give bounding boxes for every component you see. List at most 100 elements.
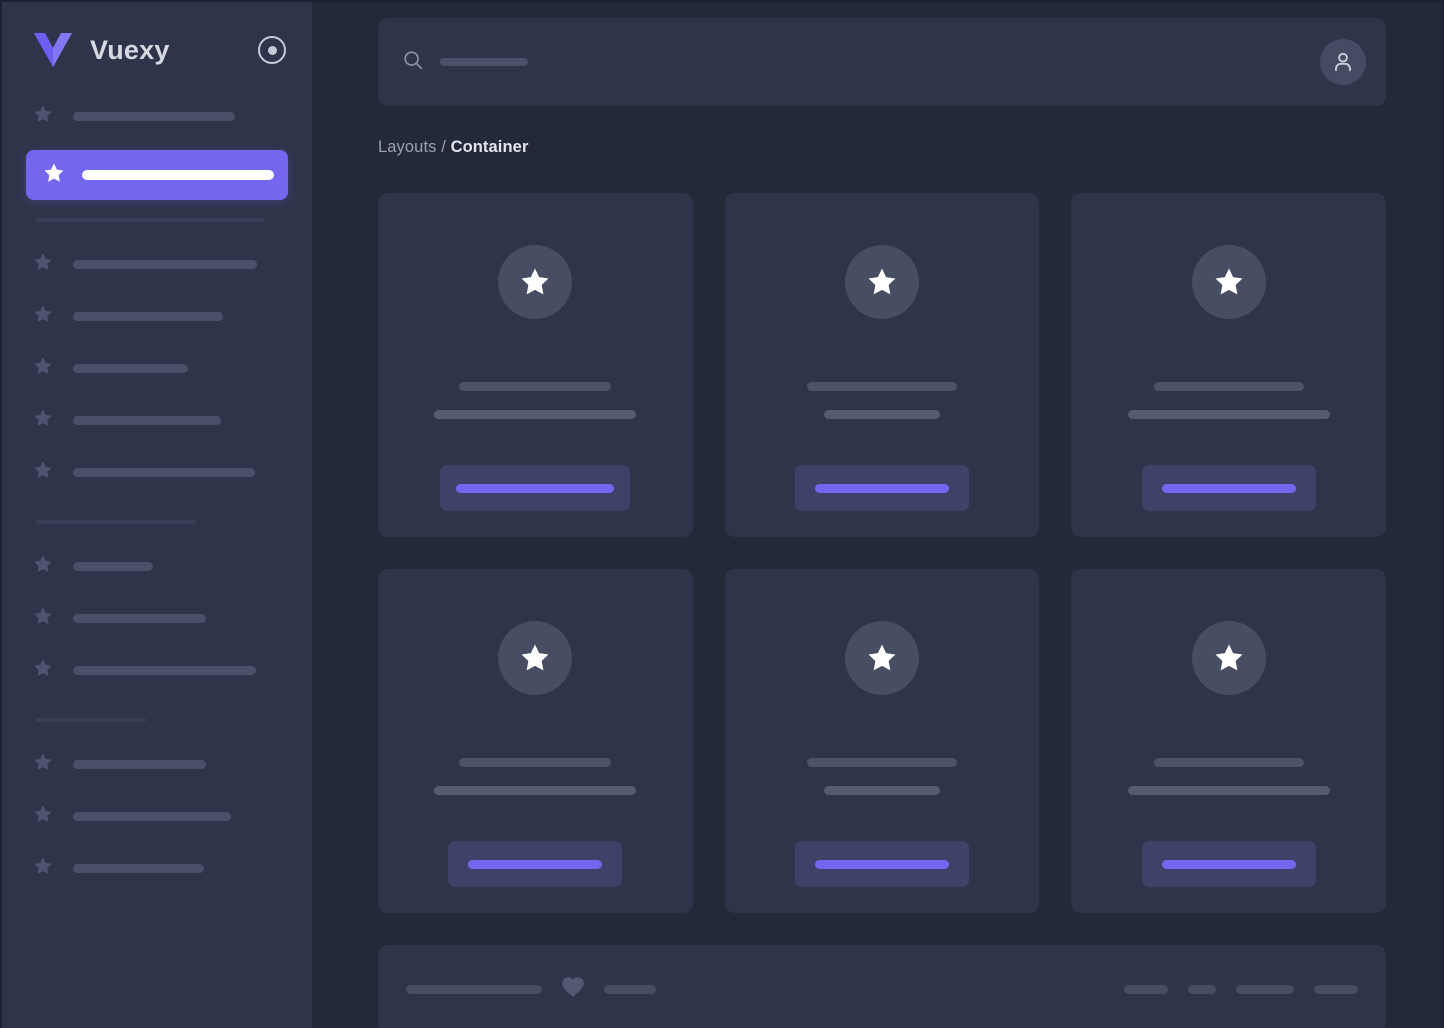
card-subtitle-skeleton: [823, 410, 940, 419]
card-4[interactable]: [378, 569, 693, 913]
card-button-label-skeleton: [468, 859, 603, 869]
sidebar-item-12[interactable]: [24, 850, 290, 886]
heart-icon[interactable]: [560, 974, 586, 1005]
card-action-button[interactable]: [448, 841, 623, 887]
card-3[interactable]: [1071, 193, 1386, 537]
star-icon: [42, 161, 66, 190]
sidebar-item-label-skeleton: [73, 759, 206, 769]
topbar: [378, 18, 1386, 106]
sidebar-item-1[interactable]: [24, 98, 290, 134]
sidebar-item-label-skeleton: [73, 111, 235, 121]
card-grid: [378, 193, 1386, 913]
star-icon: [844, 621, 919, 695]
card-6[interactable]: [1071, 569, 1386, 913]
footer-link-skeleton-4[interactable]: [1314, 984, 1358, 994]
card-subtitle-skeleton: [434, 786, 637, 795]
star-icon: [1191, 621, 1266, 695]
sidebar-item-label-skeleton: [73, 259, 257, 269]
sidebar-group-3: [24, 520, 290, 688]
search-placeholder-skeleton: [440, 58, 528, 66]
avatar[interactable]: [1320, 39, 1366, 85]
brand-header: Vuexy: [2, 2, 312, 98]
search-icon: [402, 49, 424, 76]
sidebar-item-8[interactable]: [24, 600, 290, 636]
card-title-skeleton: [459, 758, 612, 767]
star-icon: [32, 355, 54, 382]
breadcrumb-separator: /: [441, 138, 446, 156]
sidebar-item-3[interactable]: [24, 298, 290, 334]
main-content: Layouts / Container: [312, 2, 1442, 1028]
sidebar-item-label-skeleton: [73, 863, 204, 873]
footer-link-skeleton-1[interactable]: [1124, 984, 1168, 994]
sidebar-item-7[interactable]: [24, 548, 290, 584]
card-action-button[interactable]: [1141, 465, 1316, 511]
sidebar-item-5[interactable]: [24, 402, 290, 438]
sidebar-item-6[interactable]: [24, 454, 290, 490]
card-button-label-skeleton: [1161, 483, 1296, 493]
sidebar-section-divider: [36, 718, 146, 722]
sidebar-item-label-skeleton: [73, 811, 231, 821]
circle-dot-icon[interactable]: [258, 36, 286, 64]
sidebar-item-9[interactable]: [24, 652, 290, 688]
breadcrumb: Layouts / Container: [378, 138, 1386, 157]
star-icon: [32, 251, 54, 278]
star-icon: [32, 803, 54, 830]
card-2[interactable]: [724, 193, 1040, 537]
sidebar-group-4: [24, 718, 290, 886]
sidebar-nav: [2, 98, 312, 886]
card-action-button[interactable]: [440, 465, 631, 511]
star-icon: [32, 751, 54, 778]
sidebar-item-10[interactable]: [24, 746, 290, 782]
footer-left-group: [406, 974, 1124, 1005]
sidebar-item-container-active[interactable]: [26, 150, 288, 200]
card-subtitle-skeleton: [1127, 786, 1330, 795]
card-subtitle-skeleton: [1127, 410, 1330, 419]
footer-link-skeleton-2[interactable]: [1188, 984, 1216, 994]
card-5[interactable]: [724, 569, 1040, 913]
card-title-skeleton: [1153, 758, 1304, 767]
card-button-label-skeleton: [456, 483, 615, 493]
footer-right-group: [1124, 984, 1358, 994]
sidebar-group-1: [24, 98, 290, 200]
star-icon: [1191, 245, 1266, 319]
card-button-label-skeleton: [1161, 859, 1296, 869]
star-icon: [32, 657, 54, 684]
star-icon: [32, 459, 54, 486]
card-subtitle-skeleton: [823, 786, 940, 795]
brand-name: Vuexy: [90, 34, 170, 65]
card-1[interactable]: [378, 193, 693, 537]
star-icon: [32, 605, 54, 632]
sidebar-item-label-skeleton: [73, 665, 256, 675]
sidebar-item-label-skeleton: [73, 363, 188, 373]
footer-link-skeleton-3[interactable]: [1236, 984, 1294, 994]
breadcrumb-parent[interactable]: Layouts: [378, 138, 437, 156]
sidebar-item-4[interactable]: [24, 350, 290, 386]
card-action-button[interactable]: [1141, 841, 1316, 887]
sidebar-item-11[interactable]: [24, 798, 290, 834]
sidebar-section-divider: [36, 520, 196, 524]
breadcrumb-current: Container: [450, 138, 529, 156]
star-icon: [32, 553, 54, 580]
card-title-skeleton: [806, 758, 957, 767]
footer-text-skeleton: [406, 984, 542, 994]
sidebar-item-label-skeleton: [73, 311, 223, 321]
sidebar-item-2[interactable]: [24, 246, 290, 282]
star-icon: [498, 621, 573, 695]
card-title-skeleton: [806, 382, 957, 391]
search-input[interactable]: [402, 49, 1320, 76]
card-action-button[interactable]: [794, 841, 969, 887]
vuexy-v-logo-icon: [32, 30, 74, 70]
card-title-skeleton: [459, 382, 612, 391]
footer-secondary-skeleton: [604, 984, 656, 994]
sidebar-item-label-skeleton: [73, 467, 255, 477]
card-button-label-skeleton: [814, 483, 949, 493]
footer-panel: [378, 945, 1386, 1028]
card-title-skeleton: [1153, 382, 1304, 391]
sidebar-group-2: [24, 218, 290, 490]
card-action-button[interactable]: [794, 465, 969, 511]
sidebar: Vuexy: [2, 2, 312, 1028]
sidebar-section-divider: [36, 218, 264, 222]
sidebar-item-label-skeleton: [73, 561, 153, 571]
star-icon: [32, 103, 54, 130]
sidebar-item-label-skeleton: [73, 415, 221, 425]
